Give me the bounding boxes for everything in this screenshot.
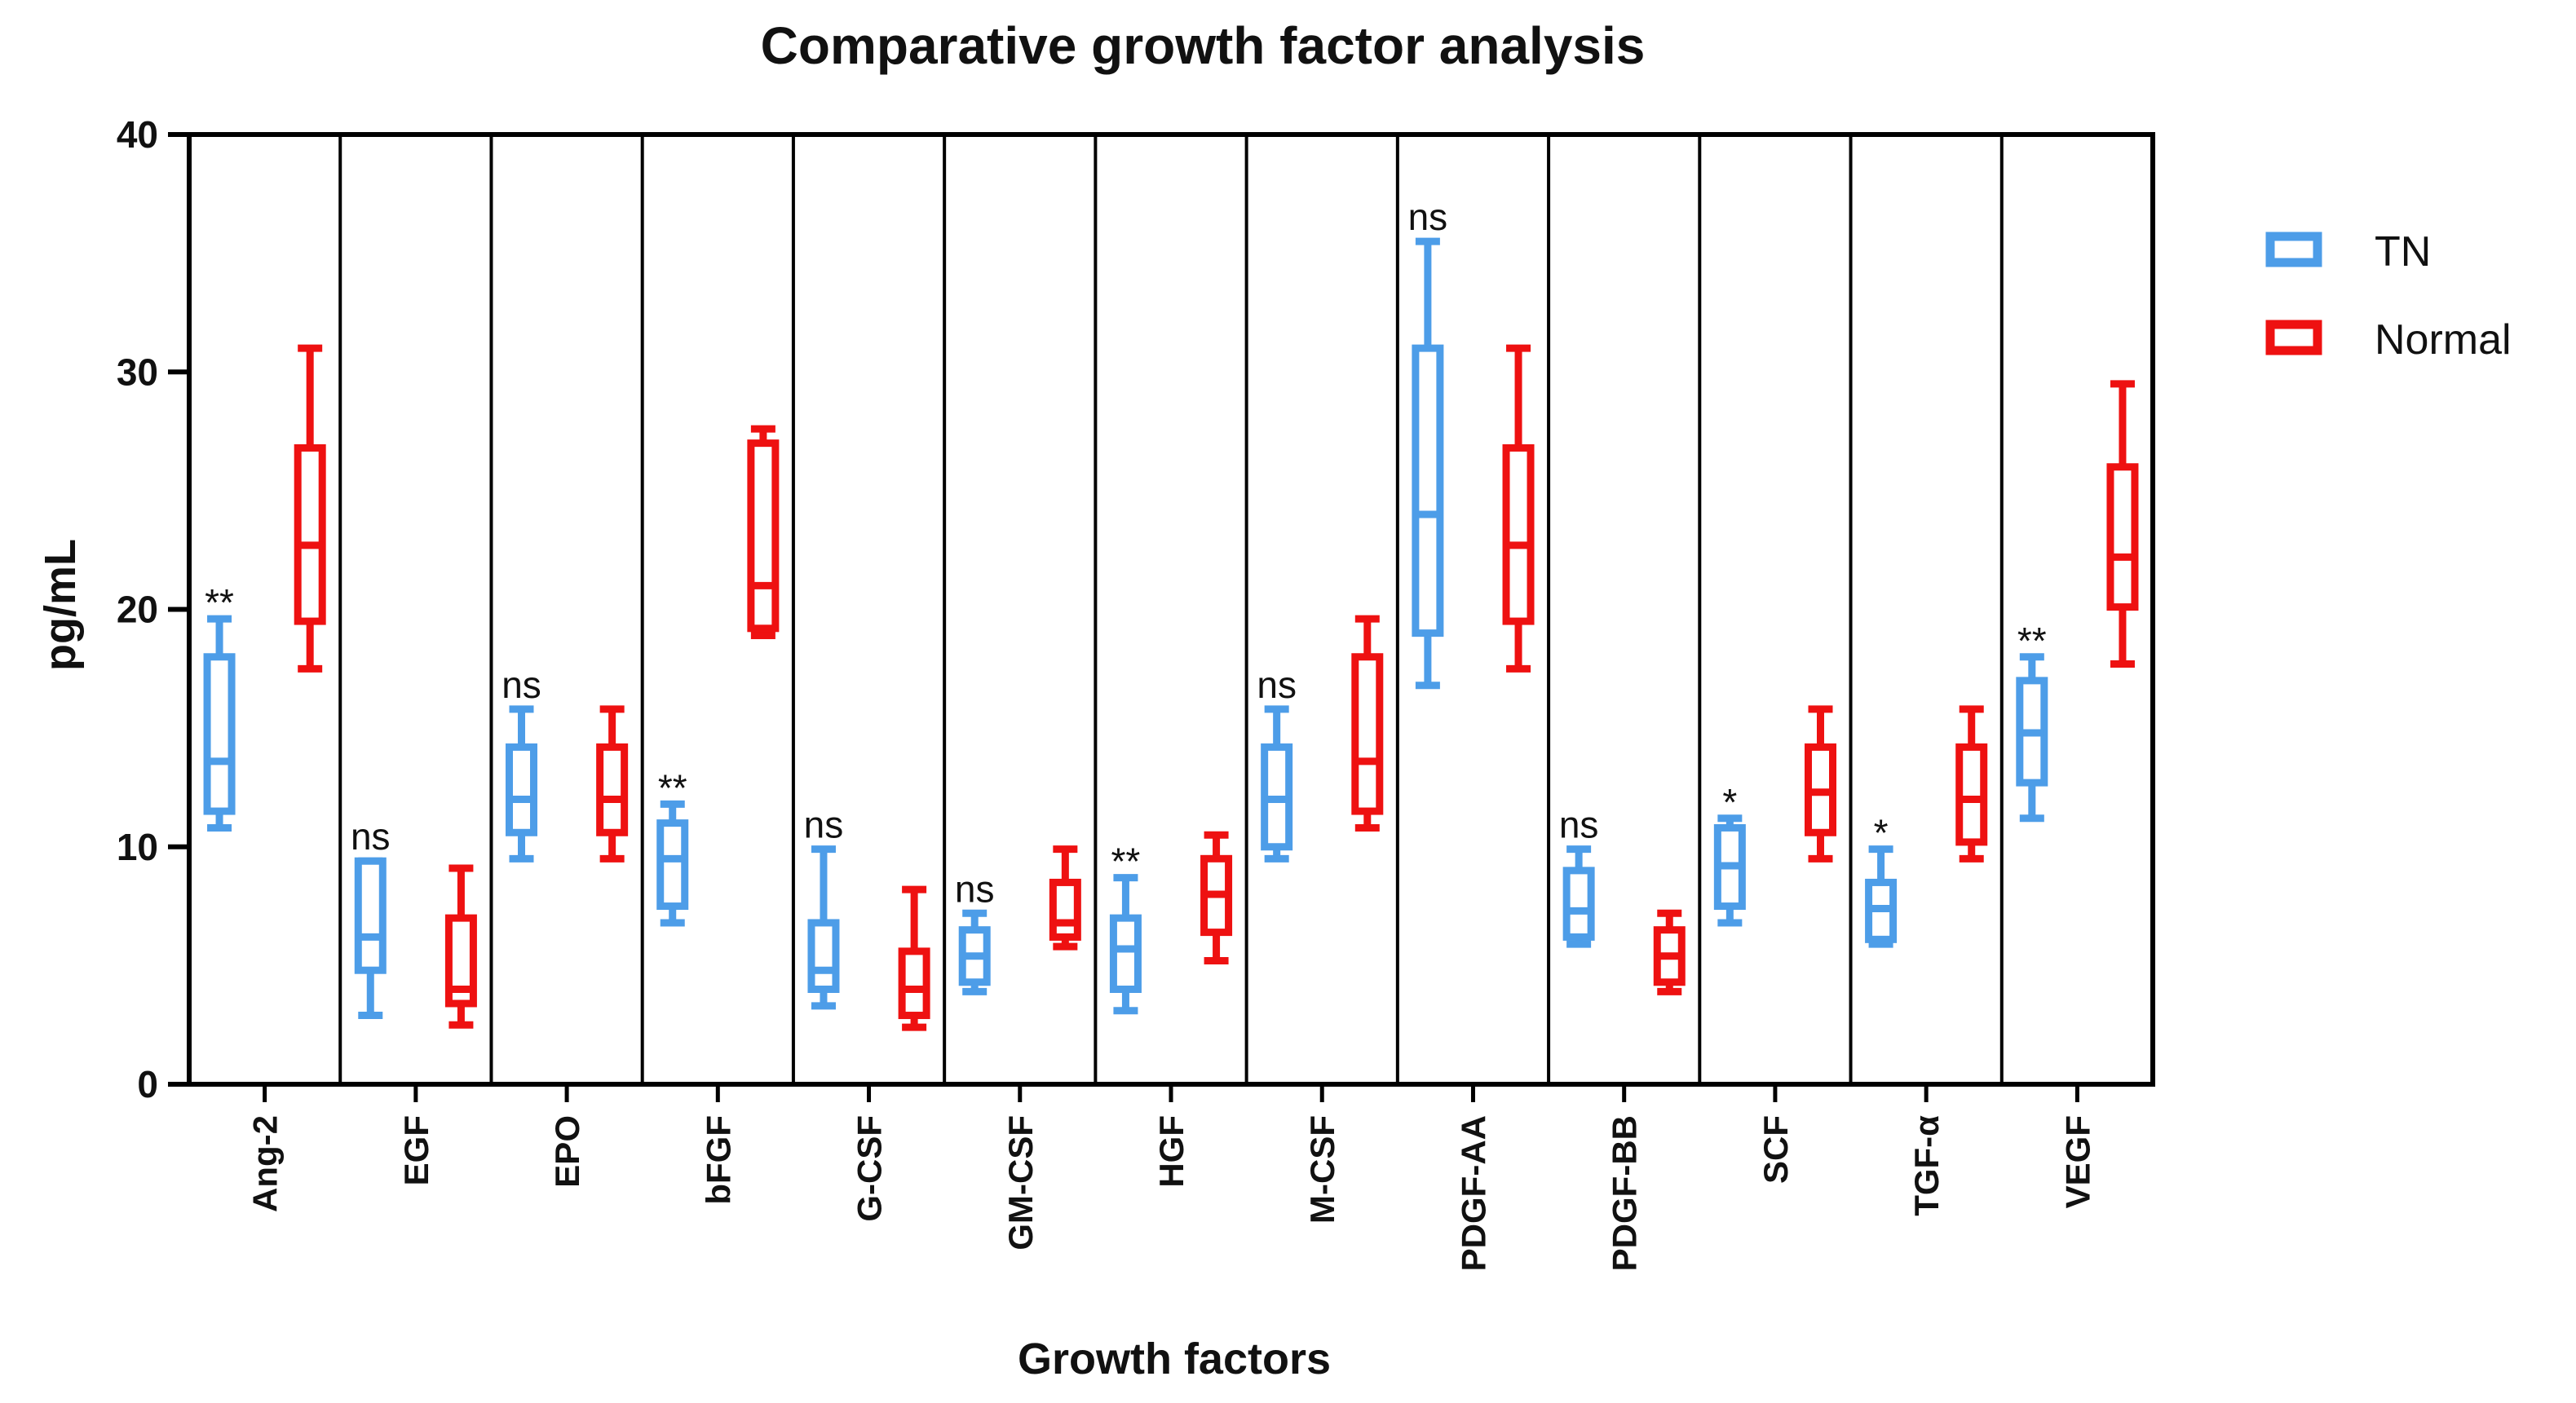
x-tick-label: G-CSF <box>851 1115 889 1222</box>
significance-label: * <box>1722 781 1737 823</box>
x-tick-label: PDGF-BB <box>1606 1115 1644 1271</box>
normal-box <box>1955 743 1988 846</box>
tn-box <box>1412 344 1444 638</box>
y-tick-label: 30 <box>117 351 158 393</box>
tn-box <box>506 743 538 836</box>
y-axis-label: pg/mL <box>36 539 85 671</box>
x-tick-label: Ang-2 <box>246 1115 285 1212</box>
tn-box <box>203 653 236 815</box>
legend: TN Normal <box>2265 228 2512 364</box>
significance-label: ns <box>1559 804 1599 846</box>
normal-box <box>596 743 629 836</box>
normal-box <box>1351 653 1384 815</box>
x-tick-label: bFGF <box>699 1115 737 1205</box>
x-tick-label: EPO <box>548 1115 586 1188</box>
normal-box <box>2106 463 2139 611</box>
normal-box <box>1502 443 1535 625</box>
x-tick-label: SCF <box>1756 1115 1795 1184</box>
x-tick-label: VEGF <box>2058 1115 2097 1208</box>
y-tick-label: 20 <box>117 589 158 631</box>
legend-label-tn: TN <box>2375 228 2431 276</box>
significance-label: ns <box>1257 664 1297 706</box>
legend-swatch-normal <box>2265 320 2322 355</box>
x-axis-label: Growth factors <box>1018 1335 1331 1383</box>
normal-box <box>294 443 326 625</box>
legend-label-normal: Normal <box>2375 316 2512 364</box>
normal-box <box>747 439 780 633</box>
x-tick-label: HGF <box>1152 1115 1191 1188</box>
x-tick-label: EGF <box>397 1115 435 1185</box>
plot-area: 0 10 20 30 40 Ang-2 EGF EPO bFGF G-CSF GM-CSF HGF M-… <box>117 113 2155 1271</box>
significance-label: ** <box>658 766 687 809</box>
tn-box <box>354 857 387 974</box>
y-tick-label: 40 <box>117 113 158 156</box>
tn-box <box>1562 867 1595 941</box>
significance-label: ns <box>804 804 844 846</box>
x-tick-label: GM-CSF <box>1001 1115 1040 1251</box>
significance-label: ** <box>1111 840 1141 883</box>
significance-label: ** <box>205 581 234 624</box>
normal-box <box>898 947 930 1020</box>
significance-label: ns <box>1408 196 1448 238</box>
chart-title: Comparative growth factor analysis <box>761 16 1646 75</box>
significance-label: ns <box>502 664 541 706</box>
x-tick-label: TGF-α <box>1907 1115 1946 1216</box>
y-tick-label: 0 <box>137 1063 158 1105</box>
tn-box <box>1109 914 1142 993</box>
x-tick-label: M-CSF <box>1303 1115 1341 1224</box>
legend-swatch-tn <box>2265 232 2322 267</box>
plot-frame <box>187 132 2155 1087</box>
normal-box <box>1049 878 1081 941</box>
y-tick-label: 10 <box>117 826 158 868</box>
significance-label: ** <box>2017 620 2047 662</box>
significance-label: * <box>1874 812 1889 854</box>
tn-box <box>656 819 689 911</box>
x-tick-label: PDGF-AA <box>1454 1115 1492 1271</box>
tn-box <box>807 919 840 993</box>
significance-label: ns <box>351 815 391 858</box>
significance-label: ns <box>955 867 995 910</box>
